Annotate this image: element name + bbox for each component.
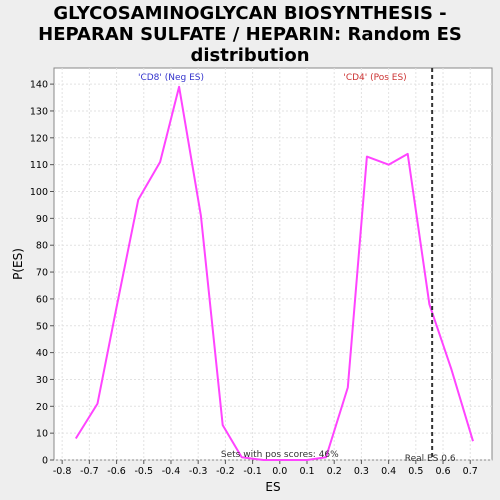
x-axis: -0.8 -0.7 -0.6 -0.5 -0.4 -0.3 -0.2 -0.1 0.0 0.1 0.… xyxy=(53,460,478,477)
pos-scores-label: Sets with pos scores: 46% xyxy=(221,450,339,460)
x-tick-label: -0.5 xyxy=(135,466,154,477)
title-line: HEPARAN SULFATE / HEPARIN: Random ES xyxy=(38,24,462,45)
title-line: distribution xyxy=(190,45,309,66)
x-tick-label: 0.0 xyxy=(272,466,287,477)
x-tick-label: 0.5 xyxy=(408,466,423,477)
x-tick-label: -0.8 xyxy=(53,466,72,477)
y-tick-label: 60 xyxy=(36,294,48,305)
y-axis: 0 10 20 30 40 50 60 70 80 90 100 110 120 130 140 xyxy=(30,80,54,467)
pos-es-label: 'CD4' (Pos ES) xyxy=(343,73,406,83)
x-tick-label: 0.7 xyxy=(463,466,478,477)
x-tick-label: 0.6 xyxy=(435,466,450,477)
y-tick-label: 10 xyxy=(36,429,48,440)
x-tick-label: -0.6 xyxy=(107,466,126,477)
x-tick-label: -0.3 xyxy=(189,466,208,477)
x-tick-label: 0.2 xyxy=(327,466,342,477)
series-group xyxy=(74,85,474,461)
y-axis-label: P(ES) xyxy=(11,248,25,280)
x-axis-label: ES xyxy=(265,480,280,494)
x-tick-label: -0.4 xyxy=(162,466,181,477)
y-tick-label: 30 xyxy=(36,375,48,386)
y-tick-label: 130 xyxy=(30,106,48,117)
y-tick-label: 80 xyxy=(36,241,48,252)
title-line: GLYCOSAMINOGLYCAN BIOSYNTHESIS - xyxy=(53,3,446,24)
y-tick-label: 100 xyxy=(30,187,48,198)
y-tick-label: 70 xyxy=(36,268,48,279)
neg-es-label: 'CD8' (Neg ES) xyxy=(138,73,204,83)
x-tick-label: -0.7 xyxy=(80,466,99,477)
y-tick-label: 120 xyxy=(30,133,48,144)
real-es-label: Real ES 0.6 xyxy=(405,454,456,464)
plot-area xyxy=(53,67,493,461)
x-tick-label: -0.1 xyxy=(243,466,262,477)
x-tick-label: -0.2 xyxy=(216,466,235,477)
y-tick-label: 110 xyxy=(30,160,48,171)
chart-title: GLYCOSAMINOGLYCAN BIOSYNTHESIS -HEPARAN … xyxy=(38,3,462,66)
x-tick-label: 0.3 xyxy=(354,466,369,477)
es-distribution-line xyxy=(74,85,474,461)
y-tick-label: 40 xyxy=(36,348,48,359)
y-tick-label: 140 xyxy=(30,80,48,91)
y-tick-label: 20 xyxy=(36,402,48,413)
y-tick-label: 90 xyxy=(36,214,48,225)
y-tick-label: 50 xyxy=(36,321,48,332)
grid-lines xyxy=(54,68,492,461)
y-tick-label: 0 xyxy=(42,456,48,467)
x-tick-label: 0.4 xyxy=(381,466,396,477)
x-tick-label: 0.1 xyxy=(299,466,314,477)
